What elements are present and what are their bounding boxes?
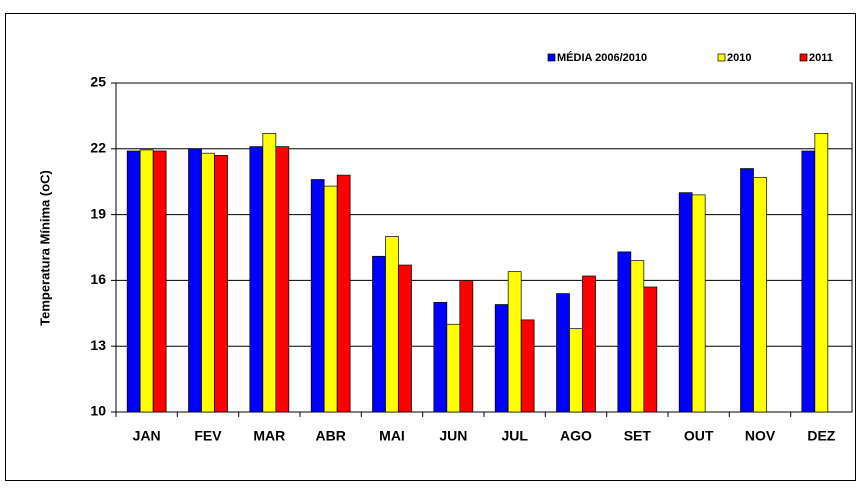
bar — [126, 150, 141, 413]
x-tick-label: MAI — [379, 428, 405, 444]
bar — [433, 301, 448, 413]
bar — [582, 275, 596, 413]
bar — [310, 179, 325, 413]
bar — [617, 251, 632, 413]
bar — [678, 192, 693, 413]
x-tick-label: DEZ — [807, 428, 835, 444]
x-tick-label: SET — [624, 428, 652, 444]
legend-label: 2010 — [727, 52, 751, 64]
bar — [740, 168, 754, 413]
bar — [753, 176, 767, 413]
legend-label: MÉDIA 2006/2010 — [557, 51, 647, 64]
bar — [152, 150, 167, 413]
x-tick-label: MAR — [253, 428, 285, 444]
bar — [323, 185, 338, 413]
bar — [814, 133, 829, 413]
bar — [459, 280, 474, 413]
y-tick-label: 10 — [90, 403, 106, 419]
x-tick-label: AGO — [560, 428, 592, 444]
bar — [643, 286, 658, 413]
y-tick-label: 13 — [90, 337, 106, 353]
x-tick-label: JUN — [439, 428, 467, 444]
bar — [214, 155, 228, 413]
bar — [275, 146, 290, 413]
bar — [630, 260, 645, 413]
bar — [262, 133, 277, 413]
x-tick-label: JUL — [501, 428, 528, 444]
legend-label: 2011 — [809, 52, 833, 64]
bar — [201, 152, 215, 413]
legend-swatch — [799, 53, 808, 62]
bar — [249, 146, 264, 413]
bar — [569, 328, 583, 413]
x-tick-label: NOV — [745, 428, 776, 444]
bar — [139, 149, 154, 413]
y-tick-label: 19 — [90, 205, 106, 221]
bar — [507, 271, 522, 413]
bar — [372, 255, 386, 413]
bar — [446, 323, 461, 413]
x-tick-label: JAN — [133, 428, 161, 444]
bar — [691, 194, 706, 413]
bar — [336, 174, 351, 413]
bar — [520, 319, 535, 413]
plot-area — [115, 82, 853, 413]
x-tick-label: ABR — [315, 428, 345, 444]
y-tick-label: 25 — [90, 74, 106, 90]
x-tick-label: FEV — [194, 428, 222, 444]
bar — [188, 148, 202, 413]
bar — [801, 150, 816, 413]
y-tick-label: 22 — [90, 140, 106, 156]
bar — [398, 264, 412, 413]
bar — [556, 293, 570, 413]
legend-swatch — [717, 53, 726, 62]
y-axis-label: Temperatura Mínima (oC) — [37, 170, 52, 326]
x-tick-label: OUT — [684, 428, 714, 444]
bar — [385, 236, 399, 413]
legend-swatch — [547, 53, 556, 62]
y-tick-label: 16 — [90, 271, 106, 287]
bar — [494, 304, 509, 413]
